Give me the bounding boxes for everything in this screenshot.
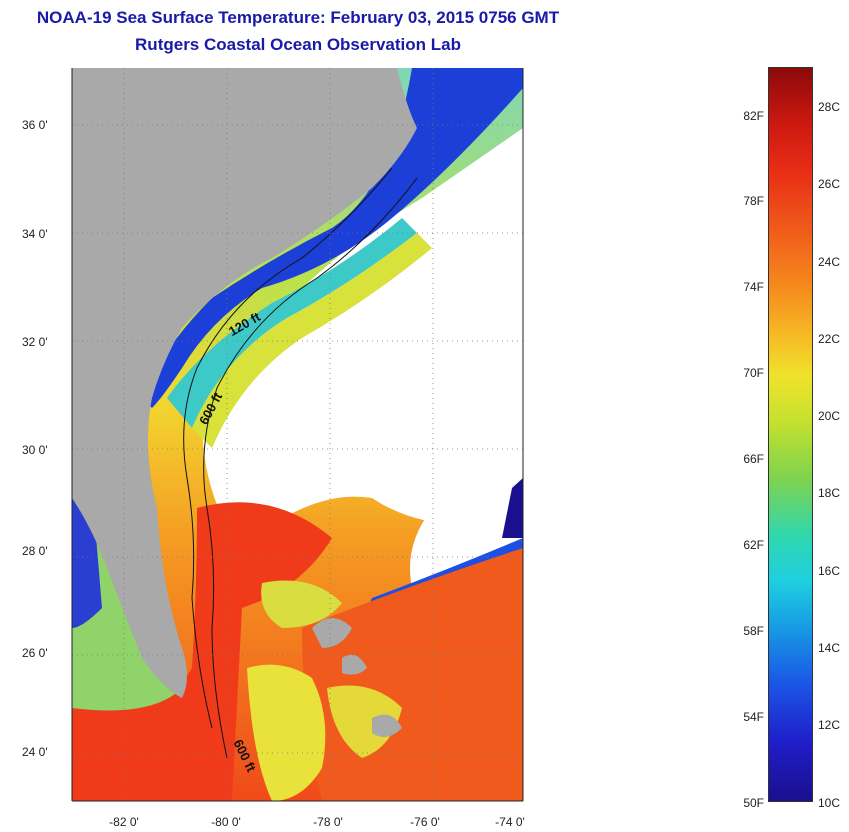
- colorbar-label-50f: 50F: [743, 796, 764, 810]
- little-bahama-bank: [261, 580, 342, 628]
- cold-pocket: [502, 478, 523, 538]
- lat-label-34: 34 0': [22, 227, 48, 241]
- bahamas-bank: [247, 664, 326, 801]
- axis-ticks: [71, 68, 524, 802]
- sst-map: [72, 68, 523, 801]
- colorbar-label-26c: 26C: [818, 177, 841, 191]
- gulf-stream: [72, 502, 332, 801]
- lat-label-26: 26 0': [22, 646, 48, 660]
- graticule: [72, 68, 523, 801]
- lat-label-36: 36 0': [22, 118, 48, 132]
- colorbar-label-58f: 58F: [743, 624, 764, 638]
- coastal-cold-water: [142, 68, 523, 408]
- island-andros: [372, 714, 402, 737]
- lat-label-24: 24 0': [22, 745, 48, 759]
- colorbar-label-74f: 74F: [743, 280, 764, 294]
- temperature-colorbar: [768, 67, 813, 802]
- contour-600ft: [203, 177, 418, 759]
- colorbar-label-66f: 66F: [743, 452, 764, 466]
- colorbar-label-82f: 82F: [743, 109, 764, 123]
- lon-label-74: -74 0': [495, 815, 525, 829]
- contour-120ft: [183, 167, 393, 729]
- lat-label-32: 32 0': [22, 335, 48, 349]
- colorbar-label-12c: 12C: [818, 718, 841, 732]
- colorbar-label-54f: 54F: [743, 710, 764, 724]
- lon-label-80: -80 0': [211, 815, 241, 829]
- map-subtitle: Rutgers Coastal Ocean Observation Lab: [135, 35, 461, 54]
- land-mainland: [72, 68, 417, 698]
- colorbar-label-10c: 10C: [818, 796, 841, 810]
- colorbar-label-62f: 62F: [743, 538, 764, 552]
- colorbar-label-20c: 20C: [818, 409, 841, 423]
- lon-label-82: -82 0': [109, 815, 139, 829]
- colorbar-label-22c: 22C: [818, 332, 841, 346]
- colorbar-label-24c: 24C: [818, 255, 841, 269]
- island-grand-bahama: [312, 618, 352, 648]
- lon-label-76: -76 0': [410, 815, 440, 829]
- colorbar-label-70f: 70F: [743, 366, 764, 380]
- island-abaco: [342, 654, 367, 675]
- colorbar-label-78f: 78F: [743, 194, 764, 208]
- sst-map-graphic: [72, 68, 523, 801]
- colorbar-label-18c: 18C: [818, 486, 841, 500]
- lat-label-28: 28 0': [22, 544, 48, 558]
- shelf-break-water: [192, 233, 432, 448]
- colorbar-label-28c: 28C: [818, 100, 841, 114]
- colorbar-label-14c: 14C: [818, 641, 841, 655]
- map-title: NOAA-19 Sea Surface Temperature: Februar…: [36, 8, 560, 27]
- great-bahama-bank: [327, 685, 402, 758]
- lon-label-78: -78 0': [313, 815, 343, 829]
- lat-label-30: 30 0': [22, 443, 48, 457]
- shelf-water: [167, 218, 417, 428]
- colorbar-label-16c: 16C: [818, 564, 841, 578]
